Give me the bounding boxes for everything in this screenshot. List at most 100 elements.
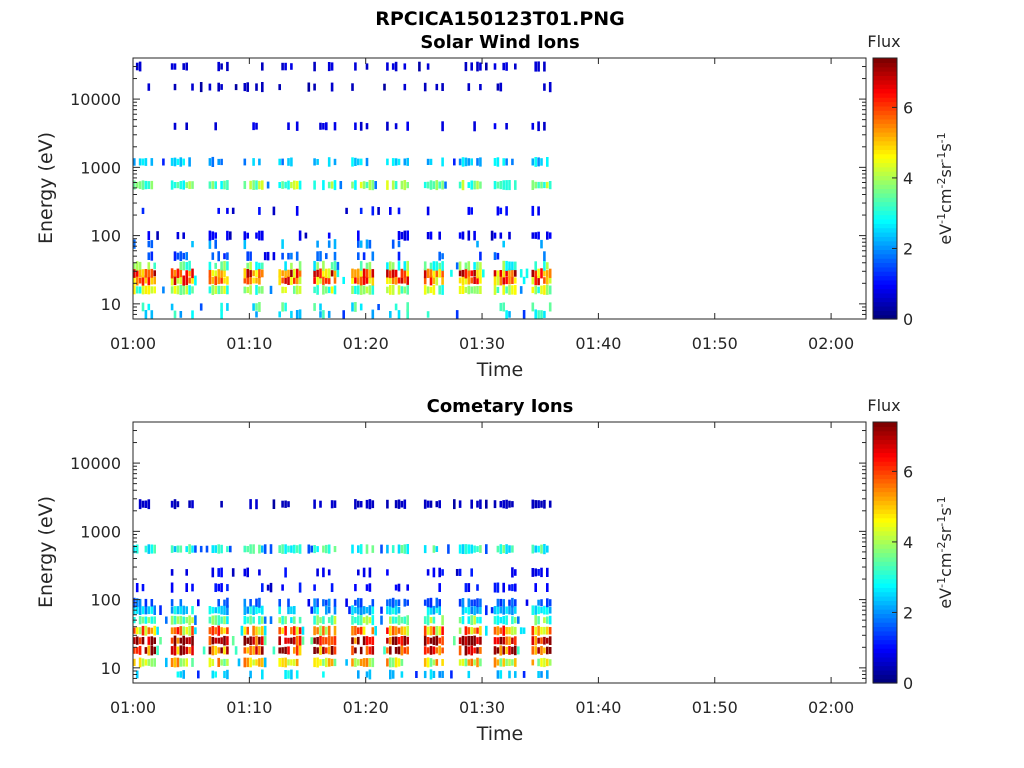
heatmap-cell xyxy=(403,647,407,654)
heatmap-cell xyxy=(511,277,514,284)
heatmap-cell xyxy=(144,269,148,278)
heatmap-cell xyxy=(173,63,177,70)
heatmap-cell xyxy=(493,275,497,286)
heatmap-cell xyxy=(359,270,363,277)
heatmap-cell xyxy=(330,82,334,92)
heatmap-cell xyxy=(281,181,284,189)
heatmap-cell xyxy=(194,275,197,286)
heatmap-cell xyxy=(546,157,549,167)
heatmap-cell xyxy=(354,599,357,606)
heatmap-cell xyxy=(394,636,398,645)
heatmap-cell xyxy=(281,270,284,277)
heatmap-cell xyxy=(295,121,299,131)
heatmap-cell xyxy=(217,615,220,626)
plot-border xyxy=(132,421,867,684)
heatmap-cell xyxy=(220,261,223,271)
heatmap-cell xyxy=(322,310,325,319)
heatmap-cell xyxy=(258,645,261,655)
colorbar-title: Flux xyxy=(867,396,900,415)
heatmap-cell xyxy=(357,615,360,625)
colorbar-segment xyxy=(873,604,897,610)
heatmap-cell xyxy=(258,230,261,241)
heatmap-cell xyxy=(499,181,503,190)
heatmap-cell xyxy=(173,645,177,656)
heatmap-cell xyxy=(208,269,212,278)
colorbar-tick-label: 4 xyxy=(903,533,913,552)
heatmap-cell xyxy=(185,606,188,614)
heatmap-cell xyxy=(188,625,191,636)
heatmap-cell xyxy=(537,625,540,636)
heatmap-cell xyxy=(435,647,439,654)
heatmap-cell xyxy=(429,231,433,240)
heatmap-cell xyxy=(293,544,296,554)
heatmap-cell xyxy=(476,158,479,166)
colorbar-segment xyxy=(873,223,897,229)
colorbar-segment xyxy=(873,430,897,436)
heatmap-cell xyxy=(365,584,369,591)
heatmap-cell xyxy=(226,252,229,260)
heatmap-cell xyxy=(502,545,505,554)
heatmap-cell xyxy=(214,627,217,635)
heatmap-cell xyxy=(543,544,546,555)
heatmap-cell xyxy=(514,617,517,624)
heatmap-cell xyxy=(133,285,136,295)
heatmap-cell xyxy=(179,545,183,553)
heatmap-cell xyxy=(342,310,345,319)
colorbar-border xyxy=(872,421,898,684)
colorbar-segment xyxy=(873,556,897,562)
heatmap-cell xyxy=(458,500,462,508)
heatmap-cell xyxy=(391,269,395,278)
heatmap-cell xyxy=(188,637,191,645)
heatmap-cell xyxy=(234,84,238,91)
heatmap-cell xyxy=(357,659,360,666)
heatmap-cell xyxy=(351,268,354,279)
colorbar-segment xyxy=(873,482,897,488)
heatmap-cell xyxy=(546,270,549,277)
heatmap-cell xyxy=(217,606,220,614)
heatmap-cell xyxy=(226,303,229,311)
heatmap-cell xyxy=(453,158,456,166)
heatmap-cell xyxy=(214,275,217,286)
heatmap-cell xyxy=(505,206,508,216)
heatmap-cell xyxy=(243,158,247,166)
heatmap-cell xyxy=(217,599,220,607)
colorbar-segment xyxy=(873,66,897,72)
heatmap-cell xyxy=(330,181,334,189)
heatmap-cell xyxy=(176,671,180,678)
heatmap-cell xyxy=(249,657,252,668)
heatmap-cell xyxy=(258,636,261,645)
heatmap-cell xyxy=(394,158,398,166)
heatmap-cell xyxy=(406,157,409,166)
heatmap-cell xyxy=(135,606,139,614)
heatmap-cell xyxy=(458,598,462,607)
heatmap-cell xyxy=(278,658,281,667)
heatmap-cell xyxy=(173,627,177,635)
colorbar-tick-label: 0 xyxy=(903,674,913,693)
heatmap-cell xyxy=(351,658,354,667)
colorbar-segment xyxy=(873,262,897,268)
heatmap-cell xyxy=(505,286,508,294)
heatmap-cell xyxy=(458,544,462,554)
heatmap-cell xyxy=(423,635,427,646)
heatmap-cell xyxy=(365,671,369,678)
heatmap-cell xyxy=(461,616,465,625)
heatmap-cell xyxy=(252,158,255,166)
heatmap-cell xyxy=(173,122,177,130)
heatmap-cell xyxy=(290,669,293,680)
heatmap-cell xyxy=(223,658,226,666)
heatmap-cell xyxy=(351,181,354,189)
heatmap-cell xyxy=(511,659,514,666)
heatmap-cell xyxy=(406,182,409,189)
heatmap-cell xyxy=(150,268,154,278)
heatmap-cell xyxy=(223,646,226,655)
heatmap-cell xyxy=(179,269,183,278)
heatmap-cell xyxy=(502,260,505,271)
heatmap-cell xyxy=(287,659,290,666)
heatmap-cell xyxy=(359,207,363,214)
heatmap-cell xyxy=(322,671,325,678)
heatmap-cell xyxy=(493,252,497,260)
heatmap-cell xyxy=(261,669,264,680)
heatmap-cell xyxy=(467,659,471,666)
heatmap-cell xyxy=(261,605,264,615)
heatmap-cell xyxy=(135,627,139,635)
